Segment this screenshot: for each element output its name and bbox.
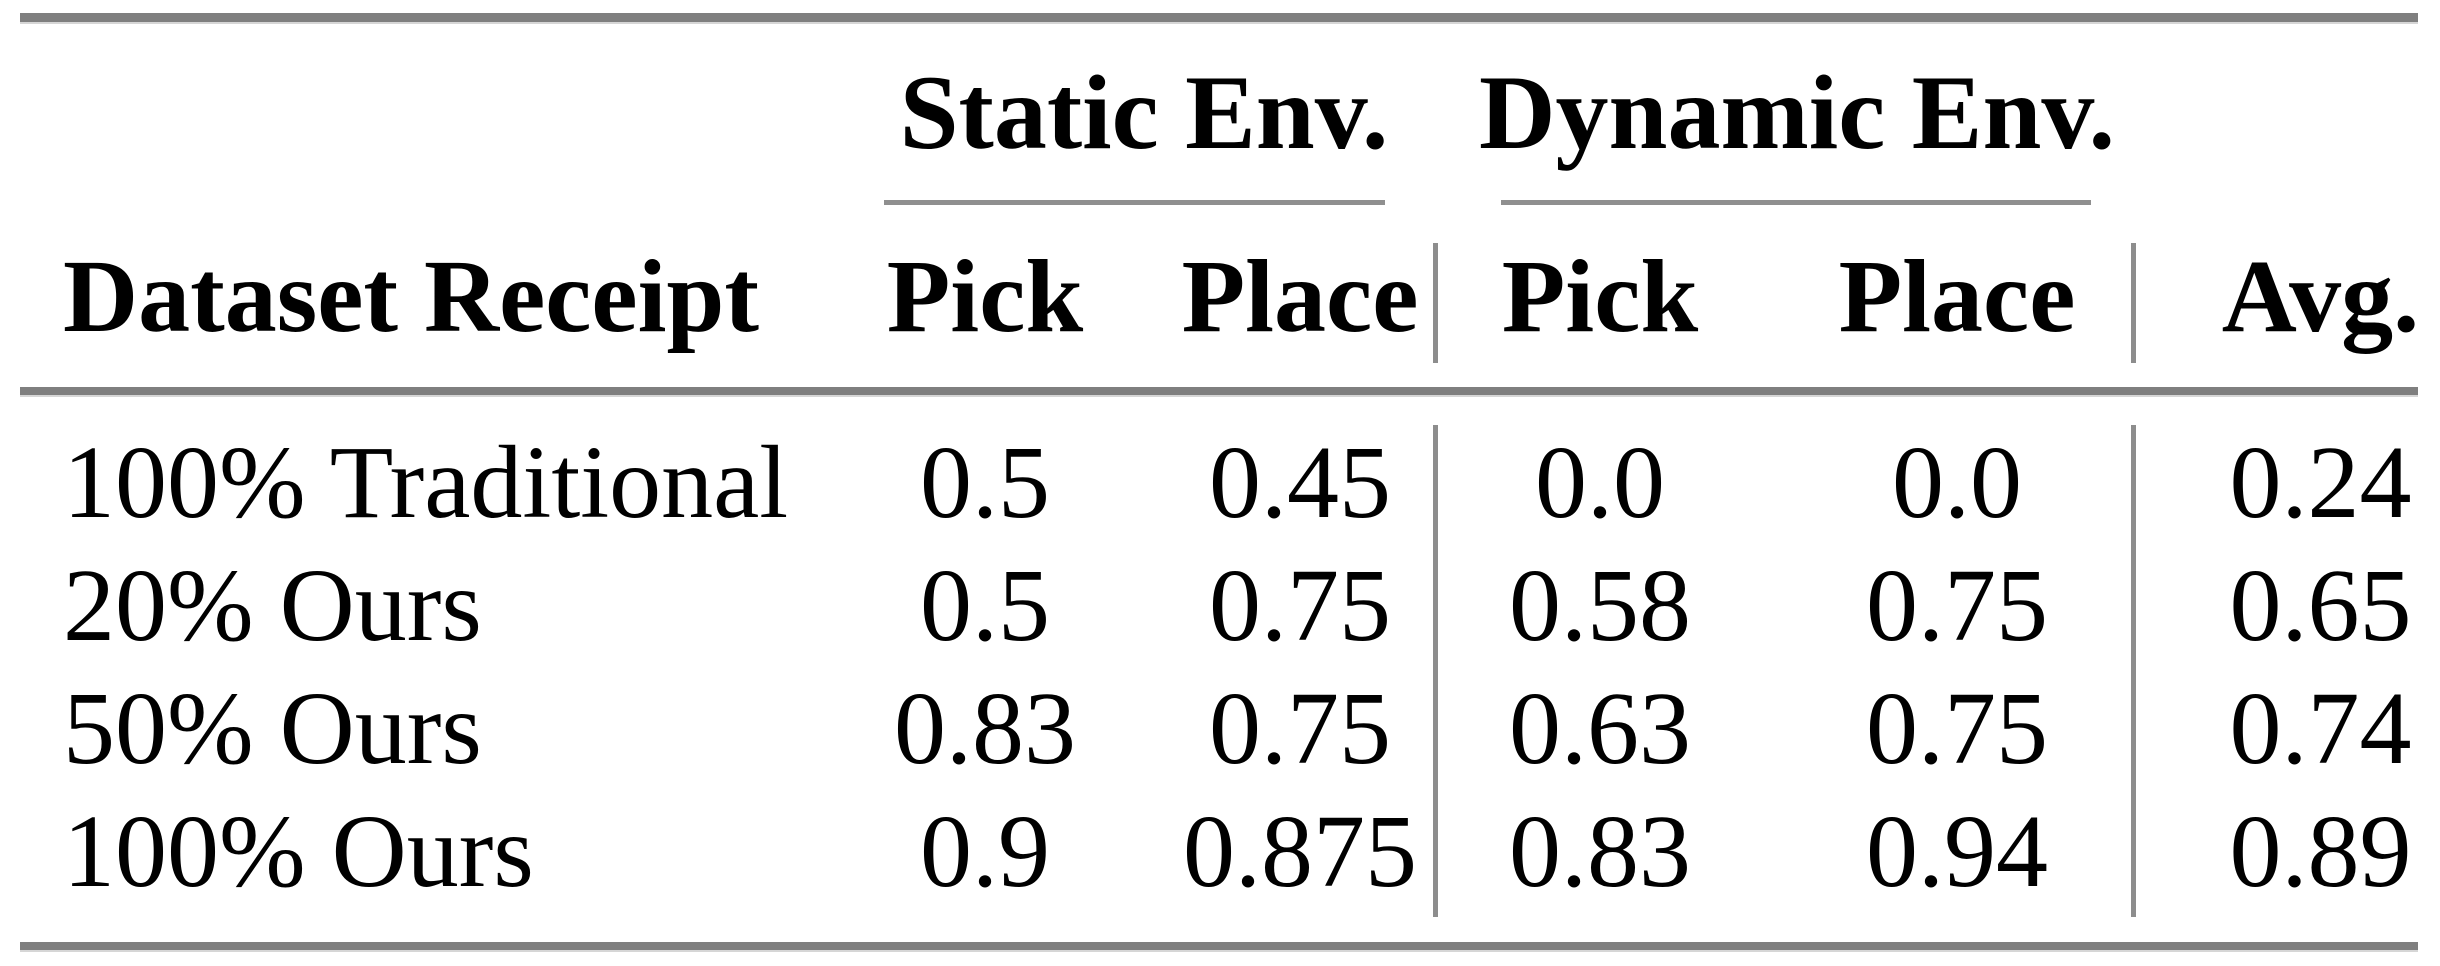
- cell-avg-row2: 0.74: [2229, 670, 2412, 786]
- cell-dataset-row2: 50% Ours: [63, 670, 482, 786]
- cell-dynamic-pick-row2: 0.63: [1509, 670, 1691, 786]
- group-header-dynamic-env: Dynamic Env.: [1478, 53, 2116, 171]
- cell-dynamic-pick-row3: 0.83: [1509, 793, 1691, 909]
- col-header-static-pick: Pick: [886, 239, 1084, 354]
- cell-dynamic-pick-row0: 0.0: [1535, 424, 1665, 540]
- cell-dataset-row0: 100% Traditional: [63, 424, 789, 540]
- table-header-rule: [20, 387, 2418, 395]
- col-header-avg: Avg.: [2221, 239, 2420, 354]
- col-header-dynamic-place: Place: [1838, 239, 2076, 354]
- cell-static-pick-row3: 0.9: [920, 793, 1050, 909]
- cell-static-place-row2: 0.75: [1209, 670, 1391, 786]
- cell-static-pick-row0: 0.5: [920, 424, 1050, 540]
- header-body-spacer: [20, 391, 2420, 421]
- cell-dataset-row3: 100% Ours: [63, 793, 534, 909]
- cmidrule-static-env: [884, 200, 1385, 205]
- cell-static-pick-row2: 0.83: [894, 670, 1076, 786]
- cell-static-place-row1: 0.75: [1209, 547, 1391, 663]
- cell-dynamic-place-row1: 0.75: [1866, 547, 2048, 663]
- cell-avg-row1: 0.65: [2229, 547, 2412, 663]
- vline-body-dynamic-avg: [2131, 425, 2136, 917]
- group-header-static-env: Static Env.: [899, 53, 1389, 171]
- cell-dynamic-pick-row1: 0.58: [1509, 547, 1691, 663]
- cell-static-place-row3: 0.875: [1183, 793, 1417, 909]
- cell-static-pick-row1: 0.5: [920, 547, 1050, 663]
- col-header-dataset-receipt: Dataset Receipt: [63, 239, 759, 354]
- cell-dynamic-place-row3: 0.94: [1866, 793, 2048, 909]
- vline-header-dynamic-avg: [2131, 243, 2136, 363]
- results-table: Static Env. Dynamic Env. Dataset Receipt…: [20, 22, 2420, 913]
- group-header-empty-left: [20, 22, 855, 203]
- cell-dynamic-place-row0: 0.0: [1892, 424, 2022, 540]
- table-bottom-rule: [20, 942, 2418, 950]
- cell-static-place-row0: 0.45: [1209, 424, 1391, 540]
- col-header-static-place: Place: [1181, 239, 1419, 354]
- vline-header-static-dynamic: [1433, 243, 1438, 363]
- cell-dynamic-place-row2: 0.75: [1866, 670, 2048, 786]
- cell-dataset-row1: 20% Ours: [63, 547, 482, 663]
- vline-body-static-dynamic: [1433, 425, 1438, 917]
- col-header-dynamic-pick: Pick: [1501, 239, 1699, 354]
- table-top-rule: [20, 13, 2418, 22]
- group-header-empty-right: [2131, 22, 2420, 203]
- cell-avg-row3: 0.89: [2229, 793, 2412, 909]
- cell-avg-row0: 0.24: [2229, 424, 2412, 540]
- cmidrule-dynamic-env: [1501, 200, 2091, 205]
